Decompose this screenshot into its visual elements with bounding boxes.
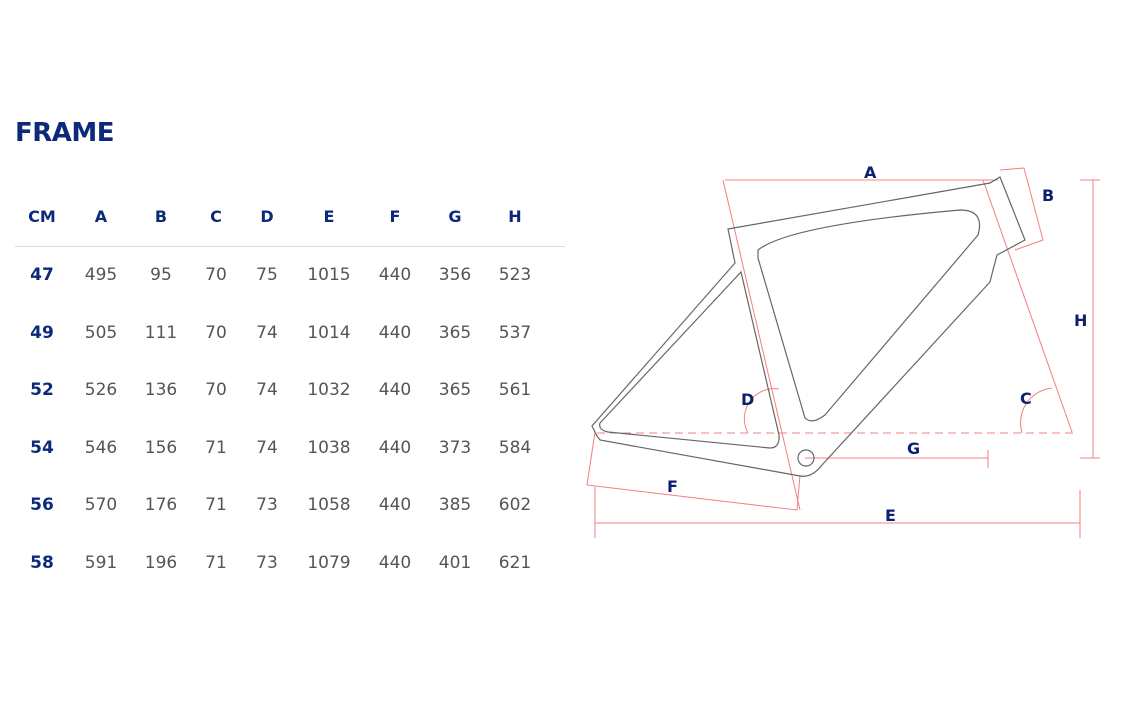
column-header-a: A	[94, 207, 108, 226]
angle-arc-d	[743, 388, 780, 434]
column-header-f: F	[389, 207, 401, 226]
label-g: G	[907, 439, 920, 458]
size-cell: 54	[30, 437, 54, 458]
table-cell: 71	[205, 437, 227, 458]
table-cell: 71	[205, 553, 227, 573]
table-cell: 74	[256, 380, 278, 401]
label-c: C	[1020, 389, 1032, 408]
table-cell: 70	[205, 380, 227, 401]
column-header-e: E	[323, 207, 335, 226]
label-e: E	[885, 506, 896, 525]
main-triangle-cutout	[757, 209, 981, 422]
table-cell: 385	[438, 495, 472, 516]
table-cell: 73	[256, 495, 278, 516]
bottom-bracket	[797, 449, 815, 467]
fork-axis	[982, 179, 1073, 433]
table-cell: 440	[378, 495, 412, 516]
label-b: B	[1042, 186, 1054, 205]
table-cell: 591	[84, 553, 118, 573]
table-cell: 356	[438, 265, 472, 285]
table-cell: 73	[256, 553, 278, 573]
table-cell: 602	[498, 495, 532, 516]
angle-arc-c	[1019, 387, 1053, 434]
table-cell: 176	[144, 495, 178, 516]
table-cell: 1015	[307, 265, 351, 285]
section-title: FRAME	[15, 118, 115, 148]
table-cell: 401	[438, 553, 472, 573]
table-cell: 570	[84, 495, 118, 516]
table-cell: 95	[150, 265, 172, 285]
table-cell: 71	[205, 495, 227, 516]
table-cell: 440	[378, 265, 412, 285]
label-a: A	[864, 163, 877, 182]
table-cell: 526	[84, 380, 118, 401]
table-cell: 584	[498, 437, 532, 458]
table-cell: 1014	[307, 322, 351, 343]
frame-outline	[591, 176, 1026, 477]
table-cell: 537	[498, 322, 532, 343]
table-cell: 75	[256, 265, 278, 285]
label-d: D	[741, 390, 754, 409]
column-header-h: H	[508, 207, 522, 226]
size-cell: 49	[30, 322, 54, 343]
table-cell: 1079	[307, 553, 351, 573]
table-cell: 440	[378, 553, 412, 573]
size-cell: 58	[30, 553, 54, 573]
table-cell: 1058	[307, 495, 351, 516]
column-header-g: G	[448, 207, 462, 226]
table-cell: 440	[378, 437, 412, 458]
table-cell: 546	[84, 437, 118, 458]
table-cell: 196	[144, 553, 178, 573]
table-cell: 561	[498, 380, 532, 401]
column-header-cm: CM	[28, 207, 56, 226]
table-cell: 440	[378, 380, 412, 401]
table-cell: 365	[438, 322, 472, 343]
table-cell: 111	[144, 322, 178, 343]
seat-tube-axis	[722, 179, 801, 511]
column-header-c: C	[210, 207, 222, 226]
table-cell: 74	[256, 437, 278, 458]
table-cell: 70	[205, 322, 227, 343]
header-divider	[15, 246, 565, 247]
column-header-d: D	[260, 207, 274, 226]
measure-box-f	[586, 431, 801, 511]
rear-triangle-cutout	[599, 270, 780, 449]
table-cell: 505	[84, 322, 118, 343]
label-h: H	[1074, 311, 1087, 330]
table-cell: 156	[144, 437, 178, 458]
table-cell: 440	[378, 322, 412, 343]
column-header-b: B	[154, 207, 168, 226]
measure-box-b	[999, 167, 1044, 251]
table-cell: 495	[84, 265, 118, 285]
table-cell: 523	[498, 265, 532, 285]
table-cell: 1032	[307, 380, 351, 401]
table-cell: 1038	[307, 437, 351, 458]
size-cell: 47	[30, 265, 54, 285]
table-cell: 621	[498, 553, 532, 573]
size-cell: 52	[30, 380, 54, 401]
label-f: F	[667, 477, 678, 496]
table-cell: 74	[256, 322, 278, 343]
table-cell: 373	[438, 437, 472, 458]
table-cell: 365	[438, 380, 472, 401]
table-cell: 136	[144, 380, 178, 401]
table-cell: 70	[205, 265, 227, 285]
size-cell: 56	[30, 495, 54, 516]
